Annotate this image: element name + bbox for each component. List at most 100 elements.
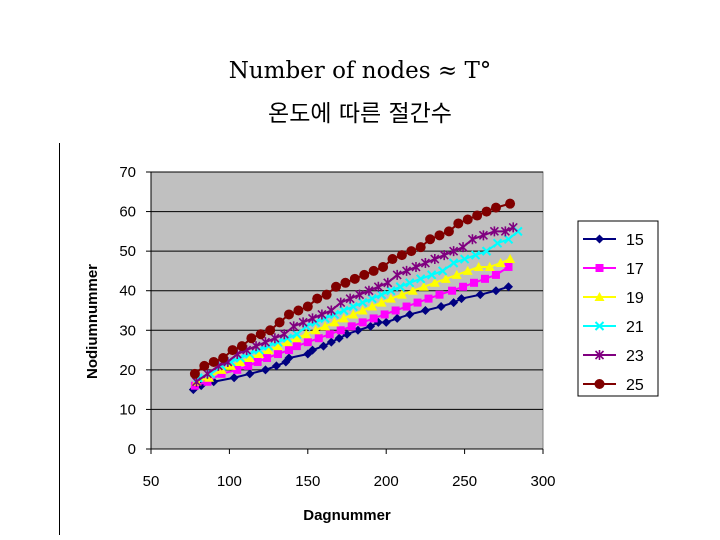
data-point	[189, 368, 200, 379]
data-point	[383, 277, 393, 288]
y-tick-label: 60	[119, 204, 136, 221]
legend-label: 15	[626, 232, 644, 249]
data-point	[373, 281, 383, 292]
data-point	[255, 329, 266, 340]
data-point	[503, 234, 514, 244]
series-23	[191, 222, 518, 387]
data-point	[312, 293, 323, 304]
x-tick-label: 300	[530, 473, 555, 490]
data-point	[366, 321, 376, 331]
data-point	[434, 230, 445, 241]
data-point	[251, 341, 261, 352]
data-point	[478, 230, 488, 241]
legend-label: 21	[626, 319, 644, 336]
data-point	[380, 310, 389, 319]
legend-item-21: 21	[583, 319, 644, 336]
data-point	[369, 314, 378, 323]
slide-subtitle: 온도에 따른 절간수	[268, 101, 452, 127]
data-point	[307, 313, 318, 324]
data-point	[282, 337, 293, 347]
data-point	[291, 333, 302, 343]
data-point	[260, 365, 270, 375]
data-point	[492, 238, 503, 248]
data-point	[302, 301, 313, 312]
data-point	[449, 246, 459, 257]
x-tick-label: 250	[452, 473, 477, 490]
data-point	[495, 258, 506, 268]
data-point	[340, 277, 351, 288]
x-tick-label: 150	[295, 473, 320, 490]
data-point	[440, 273, 451, 283]
data-point	[481, 206, 492, 217]
data-point	[378, 261, 389, 272]
data-point	[263, 345, 274, 355]
data-point	[292, 342, 301, 351]
data-point	[489, 226, 499, 237]
data-point	[480, 274, 489, 283]
data-point	[233, 365, 242, 374]
data-point	[339, 305, 349, 316]
data-point	[436, 302, 446, 312]
data-point	[353, 325, 363, 335]
data-point	[491, 286, 501, 296]
data-point	[329, 317, 340, 327]
legend-marker	[595, 234, 604, 244]
data-point	[481, 246, 492, 256]
data-point	[336, 326, 345, 335]
data-point	[420, 258, 430, 269]
data-point	[246, 333, 257, 344]
data-point	[402, 302, 411, 311]
data-point	[338, 313, 349, 323]
data-point	[293, 305, 304, 316]
data-point	[435, 290, 444, 299]
legend: 15 17 19 21 23 25	[577, 220, 659, 397]
data-point	[358, 318, 367, 327]
series-15	[188, 282, 514, 395]
data-point	[204, 372, 215, 382]
data-point	[402, 265, 412, 276]
data-point	[448, 286, 457, 295]
data-point	[235, 356, 246, 366]
axes: 0 10 20 30 40 50 60 70 50 100 150 200 250 300	[119, 164, 555, 490]
data-point	[475, 290, 485, 300]
data-point	[263, 353, 272, 362]
data-point	[229, 373, 239, 383]
data-point	[407, 285, 418, 295]
data-point	[505, 254, 516, 264]
data-point	[418, 281, 429, 291]
data-point	[500, 226, 510, 237]
data-point	[326, 337, 336, 347]
data-point	[202, 368, 213, 379]
data-point	[301, 329, 312, 339]
data-point	[437, 266, 448, 276]
data-point	[459, 282, 468, 291]
data-point	[376, 297, 387, 307]
data-point	[505, 198, 516, 209]
data-point	[321, 289, 332, 300]
data-point	[364, 285, 374, 296]
y-tick-label: 0	[128, 441, 136, 458]
data-point	[318, 341, 328, 351]
data-point	[245, 369, 255, 379]
data-point	[336, 297, 346, 308]
y-tick-label: 40	[119, 283, 136, 300]
data-point	[491, 270, 500, 279]
data-point	[391, 306, 400, 315]
legend-label: 17	[626, 261, 644, 278]
data-point	[462, 265, 473, 275]
data-point	[345, 293, 355, 304]
data-point	[387, 254, 398, 265]
data-point	[254, 349, 265, 359]
legend-marker	[595, 264, 604, 272]
data-point	[508, 222, 518, 233]
data-point	[357, 305, 368, 315]
legend-marker	[594, 292, 605, 301]
data-point	[320, 321, 331, 331]
data-point	[271, 361, 281, 371]
data-point	[473, 261, 484, 271]
data-point	[430, 254, 440, 265]
legend-item-15: 15	[583, 232, 644, 249]
data-point	[425, 234, 436, 245]
series-line-25	[194, 202, 511, 375]
